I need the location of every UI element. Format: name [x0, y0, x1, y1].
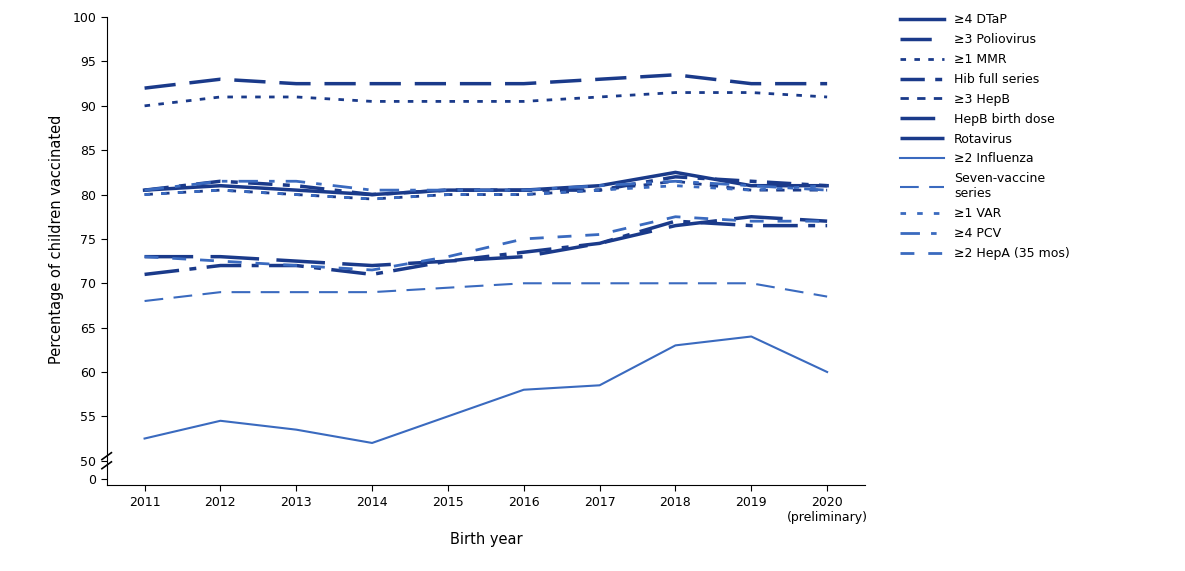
X-axis label: Birth year: Birth year [449, 532, 523, 547]
Legend: ≥4 DTaP, ≥3 Poliovirus, ≥1 MMR, Hib full series, ≥3 HepB, HepB birth dose, Rotav: ≥4 DTaP, ≥3 Poliovirus, ≥1 MMR, Hib full… [896, 8, 1075, 265]
Y-axis label: Percentage of children vaccinated: Percentage of children vaccinated [49, 114, 64, 364]
